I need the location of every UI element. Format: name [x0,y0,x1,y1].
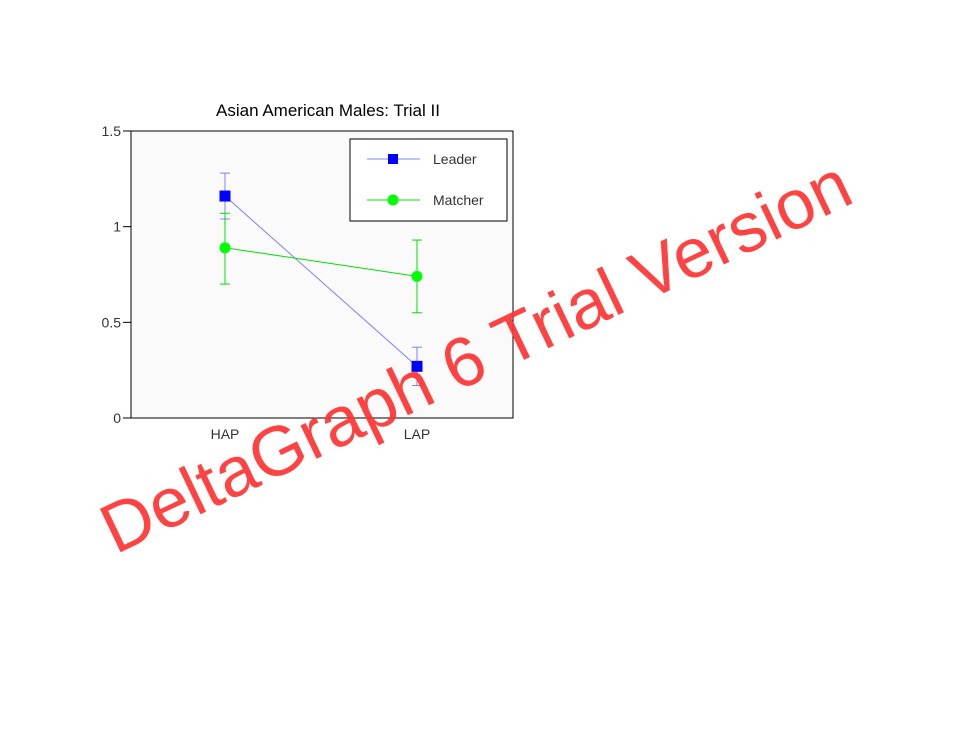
legend-label-leader: Leader [433,151,477,167]
legend: Leader Matcher [349,138,508,222]
y-axis: 0 0.5 1 1.5 [102,123,131,426]
y-tick-label: 0 [113,410,121,426]
x-tick-label: HAP [211,426,240,442]
series-matcher [219,212,423,314]
data-point [411,270,423,282]
series-leader [219,172,423,386]
y-tick-label: 1 [113,219,121,235]
legend-box [349,138,508,222]
series-line [224,247,418,277]
series-layer [219,172,423,386]
legend-marker-leader [388,154,398,164]
legend-marker-matcher [387,194,399,206]
data-point [219,190,231,202]
x-tick-label: LAP [404,426,430,442]
data-point [411,360,423,372]
data-point [219,242,231,254]
chart-title: Asian American Males: Trial II [216,101,440,120]
y-tick-label: 1.5 [102,123,122,139]
series-line [224,195,418,367]
x-axis: HAP LAP [211,426,431,442]
y-tick-label: 0.5 [102,314,122,330]
legend-label-matcher: Matcher [433,192,484,208]
